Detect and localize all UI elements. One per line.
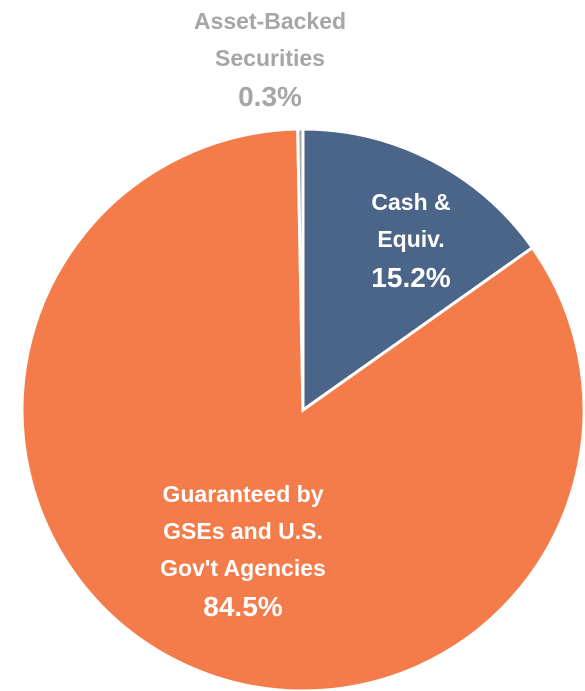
pie-slice [301,127,535,413]
category-label: Asset-Backed Securities [193,8,347,71]
value-label: 15.2% [371,262,451,293]
slice-label: Cash & Equiv. 15.2% [371,184,450,298]
category-label: Guaranteed by GSEs and U.S. Gov't Agenci… [160,481,326,581]
pie-slice [20,127,585,691]
value-label: 0.3% [238,81,302,112]
value-label: 84.5% [203,591,283,622]
category-label: Cash & Equiv. [371,189,451,252]
slice-label: Guaranteed by GSEs and U.S. Gov't Agenci… [160,476,326,627]
slice-label: Asset-Backed Securities 0.3% [194,3,346,117]
pie-slice [296,127,305,411]
